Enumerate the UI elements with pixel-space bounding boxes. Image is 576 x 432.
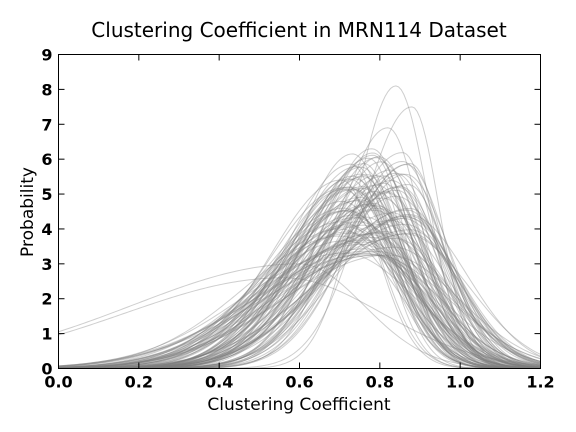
density-curve — [58, 214, 541, 369]
density-curve — [58, 240, 541, 369]
density-curve — [58, 253, 541, 368]
y-tick-label: 6 — [41, 150, 52, 169]
density-curve — [58, 250, 541, 367]
density-curve — [58, 239, 541, 368]
axis-ticks — [58, 54, 541, 369]
density-curve — [58, 236, 541, 369]
density-curve — [58, 175, 541, 369]
density-curve — [58, 254, 541, 369]
y-tick-label: 0 — [41, 360, 52, 379]
density-curve — [58, 248, 541, 368]
plot-frame — [58, 54, 541, 369]
density-curve — [58, 277, 541, 366]
density-curve — [58, 231, 541, 369]
x-tick-label: 0.6 — [285, 373, 313, 392]
density-curve — [58, 232, 541, 369]
density-curve — [58, 243, 541, 368]
density-curve — [58, 235, 541, 369]
density-curve — [58, 228, 541, 369]
density-curve — [58, 221, 541, 369]
y-axis-label: Probability — [18, 167, 38, 257]
density-curve — [58, 250, 541, 369]
x-axis-label: Clustering Coefficient — [207, 395, 390, 415]
density-curve — [58, 252, 541, 367]
x-tick-label: 0.4 — [205, 373, 233, 392]
y-tick-label: 7 — [41, 115, 52, 134]
density-curve — [58, 241, 541, 369]
x-tick-label: 0.8 — [366, 373, 394, 392]
x-tick-labels: 0.0 0.2 0.4 0.6 0.8 1.0 1.2 — [44, 373, 554, 392]
density-curve — [58, 232, 541, 369]
y-tick-label: 5 — [41, 185, 52, 204]
density-curves — [58, 85, 541, 369]
density-curve — [58, 253, 541, 367]
x-tick-label: 0.0 — [44, 373, 72, 392]
y-tick-label: 8 — [41, 80, 52, 99]
density-curve — [58, 246, 541, 369]
x-tick-label: 1.2 — [526, 373, 554, 392]
chart-title: Clustering Coefficient in MRN114 Dataset — [91, 18, 507, 42]
y-tick-label: 2 — [41, 290, 52, 309]
density-curve — [58, 254, 541, 367]
y-tick-label: 9 — [41, 46, 52, 65]
x-tick-label: 0.2 — [125, 373, 153, 392]
y-tick-label: 3 — [41, 255, 52, 274]
y-tick-label: 4 — [41, 220, 52, 239]
density-curve — [58, 254, 541, 369]
x-tick-label: 1.0 — [446, 373, 474, 392]
y-tick-labels: 0 1 2 3 4 5 6 7 8 9 — [41, 46, 52, 379]
y-tick-label: 1 — [41, 325, 52, 344]
